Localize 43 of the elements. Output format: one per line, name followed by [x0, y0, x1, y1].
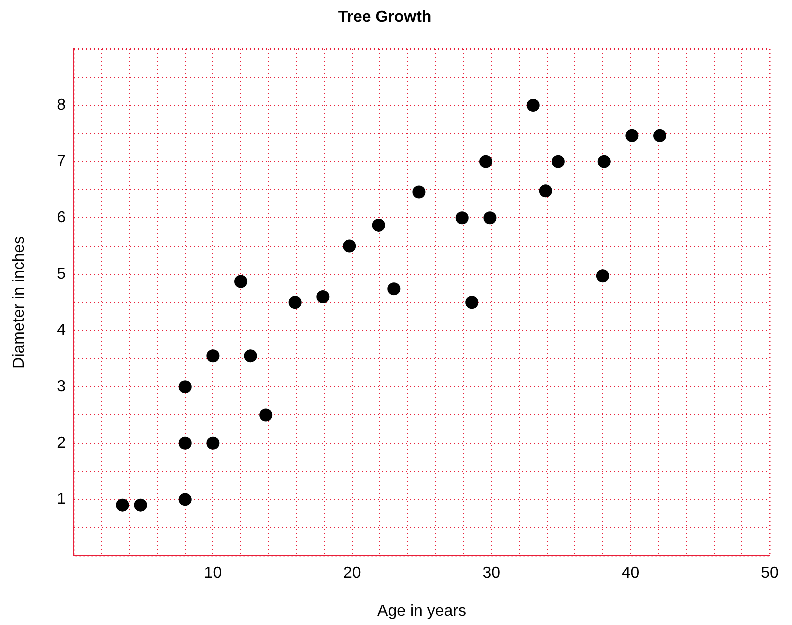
point — [654, 129, 667, 142]
y-tick-label: 6 — [57, 210, 66, 227]
y-tick-label: 1 — [57, 491, 66, 508]
y-tick-label: 7 — [57, 153, 66, 170]
x-tick-label: 40 — [622, 565, 640, 582]
point — [244, 350, 258, 363]
point — [480, 155, 493, 168]
y-tick-label: 4 — [57, 322, 66, 340]
point — [456, 212, 469, 225]
point — [260, 408, 273, 422]
point — [484, 212, 497, 225]
y-axis-title: Diameter in inches — [11, 236, 28, 369]
point — [178, 380, 192, 394]
point — [206, 436, 220, 450]
x-axis-title: Age in years — [378, 602, 466, 620]
point — [178, 493, 192, 506]
chart-title: Tree Growth — [338, 9, 432, 26]
y-tick-label: 2 — [57, 434, 66, 452]
x-tick-label: 10 — [204, 565, 222, 582]
y-tick-label: 8 — [57, 96, 66, 114]
x-tick-label: 30 — [482, 565, 501, 582]
point — [372, 218, 386, 232]
x-tick-label: 20 — [344, 565, 362, 582]
point — [466, 296, 479, 310]
point — [552, 155, 565, 168]
point — [598, 155, 611, 168]
point — [288, 296, 302, 310]
point — [116, 498, 130, 512]
point — [134, 498, 148, 512]
point — [234, 275, 248, 288]
point — [626, 129, 639, 142]
point — [388, 282, 401, 296]
x-tick-label: 50 — [761, 565, 779, 582]
point — [316, 290, 330, 304]
point — [412, 186, 426, 199]
y-tick-label: 3 — [57, 378, 66, 396]
point — [206, 350, 220, 363]
point — [539, 184, 552, 198]
point — [596, 270, 610, 283]
point — [178, 436, 192, 450]
y-tick-label: 5 — [57, 266, 66, 283]
point — [526, 99, 540, 112]
point — [343, 240, 356, 253]
